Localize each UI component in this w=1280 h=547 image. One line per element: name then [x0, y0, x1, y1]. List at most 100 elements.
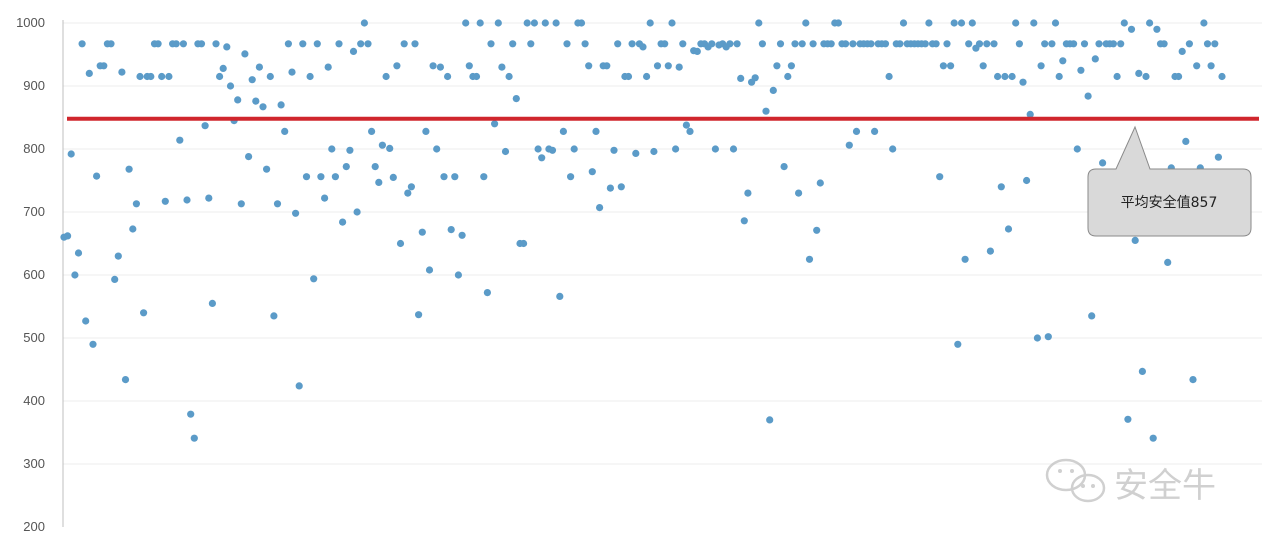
data-point — [1099, 159, 1107, 167]
data-point — [389, 173, 397, 181]
data-point — [1185, 40, 1193, 48]
data-point — [368, 127, 376, 135]
data-point — [643, 72, 651, 81]
data-point — [418, 228, 426, 236]
data-point — [393, 62, 401, 70]
data-point — [733, 40, 741, 48]
data-point — [422, 127, 430, 135]
data-point — [147, 72, 155, 81]
data-point — [78, 40, 86, 48]
data-point — [183, 196, 191, 204]
data-point — [396, 239, 405, 248]
data-point — [708, 40, 716, 48]
data-point — [216, 72, 224, 81]
data-point — [755, 19, 763, 27]
data-point — [925, 19, 933, 27]
gridlines — [63, 22, 1262, 465]
data-point — [375, 178, 383, 186]
data-point — [675, 63, 683, 71]
data-point — [85, 69, 93, 77]
data-point — [787, 62, 796, 70]
data-point — [313, 40, 321, 48]
data-point — [1037, 62, 1045, 70]
data-point — [585, 62, 593, 70]
data-point — [190, 434, 198, 442]
data-point — [1207, 62, 1215, 70]
data-point — [827, 40, 835, 48]
data-point — [881, 40, 890, 48]
data-point — [1149, 434, 1157, 442]
data-point — [668, 19, 676, 27]
data-point — [1080, 40, 1089, 48]
data-point — [425, 266, 434, 274]
data-point — [158, 72, 166, 81]
data-point — [121, 376, 130, 384]
data-point — [520, 239, 528, 248]
data-point — [744, 189, 752, 197]
data-point — [360, 19, 368, 27]
data-point — [1138, 367, 1146, 375]
data-point — [436, 63, 444, 71]
data-point — [693, 47, 701, 56]
data-point — [961, 255, 969, 263]
data-point — [1088, 312, 1096, 320]
data-point — [219, 64, 227, 72]
data-point — [299, 40, 307, 48]
data-point — [451, 173, 459, 181]
data-point — [208, 299, 216, 307]
data-point — [567, 173, 575, 181]
data-point — [295, 382, 303, 390]
data-point — [628, 40, 636, 48]
data-point — [559, 127, 568, 135]
data-point — [1218, 72, 1226, 81]
data-point — [896, 40, 904, 48]
data-point — [302, 173, 311, 181]
data-point — [563, 40, 571, 48]
data-point — [773, 62, 781, 70]
data-point — [682, 121, 691, 129]
data-point — [1077, 66, 1085, 74]
data-point — [556, 292, 564, 300]
data-point — [433, 145, 441, 153]
data-point — [994, 72, 1002, 81]
data-point — [447, 226, 455, 234]
data-point — [472, 72, 481, 81]
data-point — [983, 40, 991, 48]
data-point — [165, 72, 173, 81]
data-point — [476, 19, 484, 27]
data-point — [577, 19, 586, 27]
data-point — [310, 275, 318, 283]
data-point — [740, 217, 748, 225]
data-point — [1001, 72, 1009, 81]
data-point — [429, 62, 437, 70]
data-point — [125, 165, 133, 173]
data-point — [686, 127, 694, 135]
data-point — [758, 40, 767, 48]
data-point — [292, 209, 300, 217]
data-point — [118, 68, 126, 76]
y-tick-label: 600 — [23, 267, 45, 282]
y-tick-label: 1000 — [16, 15, 45, 30]
data-point — [1124, 415, 1132, 423]
data-point — [179, 40, 187, 48]
data-point — [624, 72, 633, 81]
data-point — [523, 19, 531, 27]
data-point — [107, 40, 115, 48]
data-point — [114, 252, 122, 260]
data-point — [943, 40, 951, 48]
data-point — [1012, 19, 1020, 27]
data-point — [154, 40, 162, 48]
data-point — [661, 40, 669, 48]
data-point — [751, 74, 759, 82]
data-point — [498, 63, 506, 71]
data-point — [979, 62, 987, 70]
data-point — [1070, 40, 1078, 48]
data-point — [1203, 40, 1212, 48]
data-point — [997, 183, 1005, 191]
data-point — [1120, 19, 1128, 27]
data-point — [1095, 40, 1103, 48]
data-point — [936, 173, 944, 181]
data-point — [805, 255, 814, 263]
data-point — [259, 103, 267, 111]
data-point — [1059, 57, 1067, 65]
